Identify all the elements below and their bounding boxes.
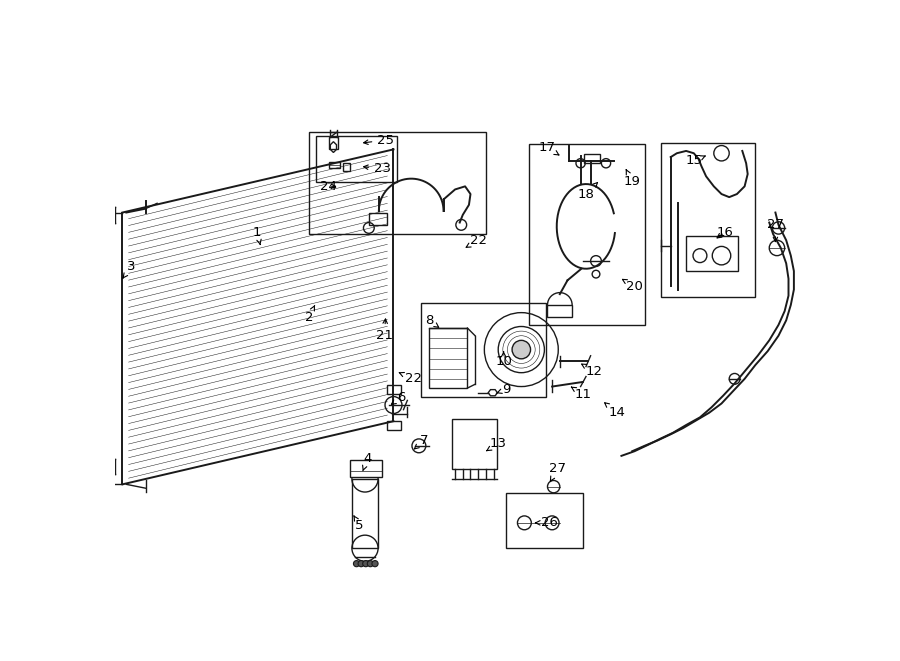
Text: 13: 13 — [487, 437, 507, 451]
Text: 25: 25 — [364, 134, 394, 147]
Text: 20: 20 — [623, 280, 643, 293]
Text: 27: 27 — [549, 463, 566, 481]
Bar — [662, 143, 755, 297]
Text: 1: 1 — [253, 226, 262, 245]
Text: 12: 12 — [581, 364, 602, 377]
Text: 23: 23 — [364, 162, 392, 175]
Text: 10: 10 — [495, 352, 512, 368]
Bar — [352, 479, 378, 548]
Bar — [387, 385, 401, 394]
Text: 2: 2 — [304, 305, 315, 324]
Bar — [387, 421, 401, 430]
Text: 4: 4 — [363, 452, 372, 471]
Text: 27: 27 — [767, 218, 784, 242]
Bar — [349, 459, 382, 477]
Bar — [529, 144, 644, 325]
Circle shape — [354, 561, 360, 566]
Text: 21: 21 — [376, 319, 392, 342]
Circle shape — [367, 561, 374, 566]
Text: 6: 6 — [392, 391, 405, 405]
Bar — [328, 162, 339, 168]
Text: 26: 26 — [536, 516, 558, 529]
Bar — [309, 132, 486, 234]
Text: 24: 24 — [320, 180, 338, 193]
Circle shape — [363, 561, 369, 566]
Text: 19: 19 — [624, 170, 641, 188]
Bar — [328, 137, 338, 149]
Text: 3: 3 — [123, 260, 136, 278]
Text: 5: 5 — [354, 516, 364, 531]
Text: 17: 17 — [539, 141, 559, 155]
Text: 9: 9 — [496, 383, 510, 396]
Bar — [452, 419, 497, 469]
Bar — [686, 237, 738, 271]
Text: 22: 22 — [466, 234, 487, 247]
Bar — [584, 154, 599, 163]
Bar — [369, 213, 387, 225]
Bar — [506, 493, 583, 548]
Circle shape — [372, 561, 378, 566]
Text: 15: 15 — [685, 155, 706, 167]
Bar — [343, 163, 350, 171]
Bar — [547, 305, 572, 317]
Bar — [317, 136, 397, 182]
Text: 18: 18 — [578, 182, 598, 200]
Text: 14: 14 — [605, 403, 626, 419]
Circle shape — [358, 561, 365, 566]
Text: 8: 8 — [425, 314, 438, 327]
Text: 11: 11 — [572, 387, 591, 401]
Circle shape — [512, 340, 530, 359]
Text: 7: 7 — [414, 434, 428, 449]
Bar — [429, 328, 467, 388]
Text: 22: 22 — [400, 372, 422, 385]
Bar — [421, 303, 546, 397]
Text: 16: 16 — [716, 226, 733, 239]
